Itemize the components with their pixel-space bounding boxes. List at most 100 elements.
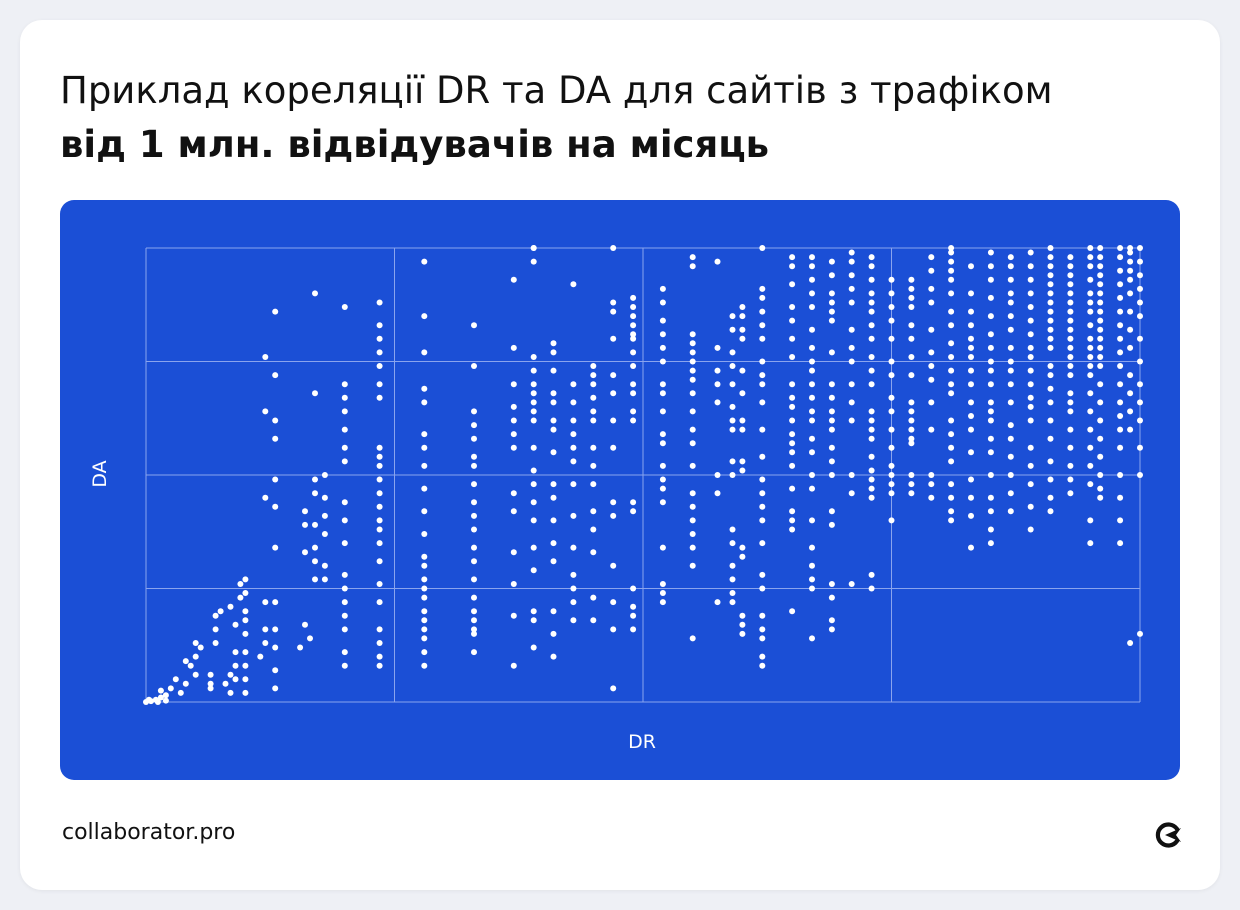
data-point (550, 417, 557, 424)
data-point (987, 358, 994, 365)
data-point (1097, 245, 1104, 251)
data-point (948, 322, 955, 329)
data-point (630, 612, 637, 619)
data-point (1047, 290, 1054, 297)
data-point (630, 349, 637, 356)
site-link[interactable]: collaborator.pro (62, 820, 236, 845)
data-point (848, 299, 855, 306)
data-point (341, 499, 348, 506)
data-point (1047, 508, 1054, 515)
data-point (729, 326, 736, 333)
data-point (828, 521, 835, 528)
data-point (610, 626, 617, 633)
data-point (759, 399, 766, 406)
data-point (1137, 358, 1143, 365)
data-point (987, 435, 994, 442)
data-point (421, 431, 428, 438)
data-point (341, 662, 348, 669)
data-point (341, 626, 348, 633)
data-point (868, 381, 875, 388)
data-point (272, 435, 279, 442)
data-point (1047, 335, 1054, 342)
data-point (968, 399, 974, 406)
data-point (272, 685, 279, 692)
data-point (968, 426, 974, 433)
data-point (948, 245, 955, 251)
data-point (376, 640, 383, 646)
data-point (570, 281, 577, 288)
data-point (1007, 435, 1014, 442)
data-point (729, 590, 736, 596)
data-point (376, 626, 383, 633)
data-point (809, 304, 815, 310)
data-point (809, 344, 815, 351)
data-point (1127, 390, 1134, 397)
data-point (1047, 363, 1054, 369)
data-point (630, 335, 637, 342)
data-point (759, 294, 766, 301)
data-point (471, 576, 477, 583)
data-point (471, 481, 477, 488)
data-point (550, 540, 557, 547)
data-point (1117, 381, 1124, 388)
data-point (590, 462, 597, 469)
data-point (908, 481, 915, 488)
data-point (809, 435, 815, 442)
data-point (1087, 444, 1094, 451)
data-point (809, 449, 815, 456)
data-point (610, 417, 617, 424)
data-point (376, 503, 383, 510)
data-point (828, 458, 835, 465)
data-point (789, 417, 796, 424)
data-point (1067, 263, 1074, 270)
data-point (1007, 490, 1014, 497)
data-point (341, 517, 348, 524)
data-point (789, 449, 796, 456)
data-point (759, 358, 766, 365)
data-point (928, 494, 935, 501)
data-point (714, 472, 721, 478)
data-point (207, 671, 214, 678)
data-point (610, 499, 617, 506)
data-point (1097, 472, 1104, 478)
data-point (1047, 299, 1054, 306)
data-point (848, 490, 855, 497)
data-point (1027, 503, 1034, 510)
data-point (908, 322, 915, 329)
data-point (809, 381, 815, 388)
data-point (848, 417, 855, 424)
data-point (272, 476, 279, 483)
data-point (739, 458, 746, 465)
data-point (1067, 335, 1074, 342)
data-point (207, 685, 214, 692)
data-point (590, 408, 597, 415)
data-point (421, 313, 428, 320)
data-point (421, 626, 428, 633)
data-point (1117, 245, 1124, 251)
data-point (1137, 335, 1143, 342)
data-point (232, 649, 239, 656)
data-point (868, 367, 875, 374)
data-point (739, 544, 746, 551)
data-point (630, 408, 637, 415)
data-point (1067, 490, 1074, 497)
data-point (610, 245, 617, 251)
data-point (1127, 249, 1134, 256)
data-point (530, 499, 537, 506)
data-point (908, 372, 915, 379)
data-point (809, 517, 815, 524)
data-point (948, 494, 955, 501)
data-point (530, 354, 537, 360)
data-point (1127, 426, 1134, 433)
data-point (828, 508, 835, 515)
data-point (868, 254, 875, 261)
data-point (928, 481, 935, 488)
data-point (759, 571, 766, 578)
data-point (689, 440, 696, 447)
data-point (272, 503, 279, 510)
data-point (1127, 290, 1134, 297)
data-point (948, 381, 955, 388)
data-point (928, 376, 935, 383)
data-point (590, 549, 597, 556)
data-point (739, 426, 746, 433)
